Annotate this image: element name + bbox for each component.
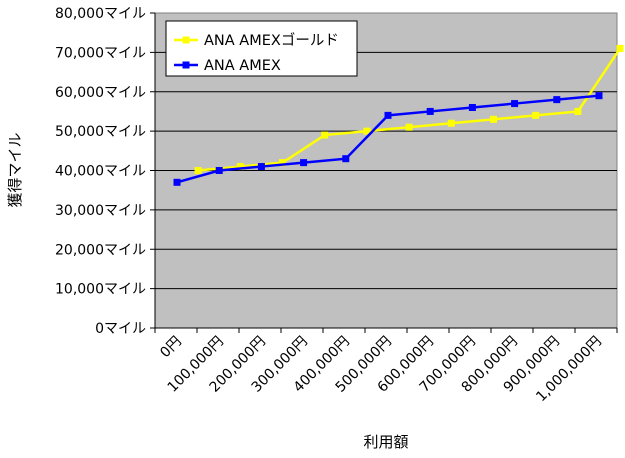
data-point xyxy=(595,92,603,100)
y-axis-ticks: 0マイル 10,000マイル 20,000マイル 30,000マイル 40,000マイル… xyxy=(55,6,155,337)
data-point xyxy=(511,100,519,108)
data-point xyxy=(342,155,350,163)
legend-marker xyxy=(182,61,190,69)
legend-label: ANA AMEX xyxy=(204,58,281,74)
data-point xyxy=(384,111,392,119)
data-point xyxy=(321,131,329,139)
y-tick-label: 30,000マイル xyxy=(55,203,146,219)
y-tick-label: 40,000マイル xyxy=(55,164,146,180)
data-point xyxy=(532,111,540,119)
data-point xyxy=(616,44,624,52)
x-axis-label: 利用額 xyxy=(363,433,408,451)
y-tick-label: 0マイル xyxy=(95,321,146,337)
legend-label: ANA AMEXゴールド xyxy=(204,31,339,49)
legend: ANA AMEXゴールド ANA AMEX xyxy=(165,20,358,77)
data-point xyxy=(236,163,244,171)
data-point xyxy=(279,159,286,167)
data-point xyxy=(173,178,181,186)
y-tick-label: 50,000マイル xyxy=(55,124,146,140)
y-axis-label: 獲得マイル xyxy=(6,132,24,207)
data-point xyxy=(490,115,497,123)
data-point xyxy=(257,163,265,171)
y-tick-label: 70,000マイル xyxy=(55,45,146,61)
y-tick-label: 80,000マイル xyxy=(55,6,146,22)
data-point xyxy=(194,167,202,174)
data-point xyxy=(363,127,371,135)
y-tick-label: 20,000マイル xyxy=(55,242,146,258)
legend-box xyxy=(165,20,358,77)
legend-marker xyxy=(182,36,190,44)
data-point xyxy=(447,119,455,127)
series-lines xyxy=(173,44,624,186)
data-point xyxy=(468,104,476,111)
data-point xyxy=(215,167,223,174)
data-point xyxy=(553,96,561,104)
y-tick-label: 60,000マイル xyxy=(55,85,146,101)
x-tick-label: 0円 xyxy=(157,334,185,362)
data-point xyxy=(574,107,582,115)
y-tick-label: 10,000マイル xyxy=(55,282,146,298)
data-point xyxy=(405,123,413,131)
data-point xyxy=(426,107,434,115)
grid-lines xyxy=(155,51,617,290)
data-point xyxy=(300,159,308,167)
